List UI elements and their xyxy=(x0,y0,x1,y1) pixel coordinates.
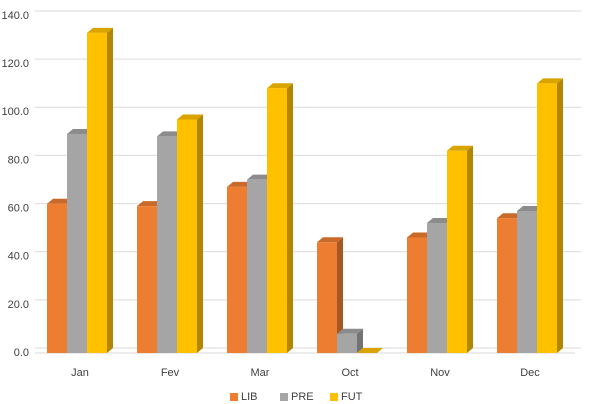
bar-top xyxy=(157,131,183,137)
x-tick-label: Mar xyxy=(251,367,270,379)
x-tick-label: Fev xyxy=(161,367,180,379)
bar-top xyxy=(407,232,433,238)
x-tick-label: Dec xyxy=(520,367,540,379)
x-tick-label: Jan xyxy=(71,367,89,379)
bar-top xyxy=(497,213,523,219)
bar-side xyxy=(337,237,343,353)
bar-top xyxy=(427,218,453,224)
bar-top xyxy=(537,78,563,84)
bar xyxy=(247,179,267,353)
y-tick-label: 40.0 xyxy=(8,251,29,263)
y-tick-label: 140.0 xyxy=(1,10,29,22)
bar xyxy=(157,136,177,353)
y-tick-label: 0.0 xyxy=(14,347,29,359)
bar-side xyxy=(557,78,563,354)
bar-top xyxy=(317,237,343,243)
bar-top xyxy=(177,114,203,120)
legend-swatch xyxy=(280,393,288,401)
bar-top xyxy=(447,145,473,151)
bar xyxy=(317,242,337,353)
bar-top xyxy=(247,174,273,180)
bar xyxy=(447,150,467,353)
bar-side xyxy=(107,27,113,353)
bar-top xyxy=(227,181,253,187)
bar-top xyxy=(337,328,363,334)
bar-top xyxy=(87,27,113,33)
bar xyxy=(137,206,157,353)
y-tick-label: 100.0 xyxy=(1,106,29,118)
bar-side xyxy=(197,114,203,353)
bar-top xyxy=(137,201,163,207)
bar xyxy=(87,32,107,353)
x-tick-label: Oct xyxy=(341,367,358,379)
legend-swatch xyxy=(230,393,238,401)
bar-top xyxy=(267,83,293,89)
bar xyxy=(67,133,87,353)
bar-top xyxy=(357,348,383,353)
bar-side xyxy=(467,145,473,353)
bar xyxy=(407,237,427,353)
bar-side xyxy=(357,328,363,353)
legend-swatch xyxy=(330,393,338,401)
legend-label: FUT xyxy=(341,391,363,403)
legend-label: PRE xyxy=(291,391,314,403)
y-tick-label: 20.0 xyxy=(8,299,29,311)
bar xyxy=(227,186,247,353)
bar xyxy=(537,83,557,354)
y-tick-label: 120.0 xyxy=(1,58,29,70)
bar xyxy=(337,333,357,353)
bar-top xyxy=(47,198,73,204)
bar xyxy=(267,88,287,353)
x-tick-label: Nov xyxy=(430,367,450,379)
bar-top xyxy=(67,128,93,134)
y-tick-label: 80.0 xyxy=(8,154,29,166)
bar xyxy=(177,119,197,353)
bar xyxy=(47,203,67,353)
bar xyxy=(517,210,537,353)
bar xyxy=(497,218,517,353)
bar-top xyxy=(517,205,543,211)
bar-side xyxy=(287,83,293,353)
y-tick-label: 60.0 xyxy=(8,202,29,214)
bar xyxy=(427,223,447,353)
legend-label: LIB xyxy=(241,391,258,403)
